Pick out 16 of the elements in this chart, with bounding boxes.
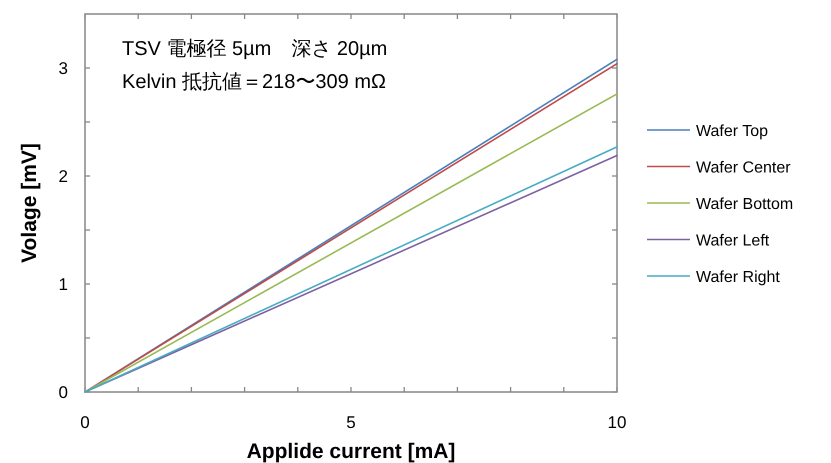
x-tick-label: 5 bbox=[346, 413, 356, 432]
x-tick-label: 10 bbox=[608, 413, 626, 432]
y-tick-label: 1 bbox=[58, 275, 68, 294]
y-tick-label: 2 bbox=[58, 167, 68, 186]
legend-label: Wafer Top bbox=[696, 123, 768, 140]
legend-label: Wafer Right bbox=[696, 269, 780, 286]
legend-label: Wafer Center bbox=[696, 160, 792, 176]
legend-label: Wafer Left bbox=[696, 232, 770, 250]
y-axis-title: Volage [mV] bbox=[18, 143, 41, 263]
x-axis-title: Applide current [mA] bbox=[246, 440, 456, 463]
annotation: Kelvin 抵抗値＝218〜309 mΩ bbox=[122, 71, 386, 93]
x-tick-label: 0 bbox=[80, 413, 90, 432]
annotation: TSV 電極径 5µm 深さ 20µm bbox=[122, 38, 388, 60]
y-tick-label: 0 bbox=[58, 383, 68, 402]
legend-label: Wafer Bottom bbox=[696, 196, 794, 213]
y-tick-label: 3 bbox=[58, 59, 68, 78]
